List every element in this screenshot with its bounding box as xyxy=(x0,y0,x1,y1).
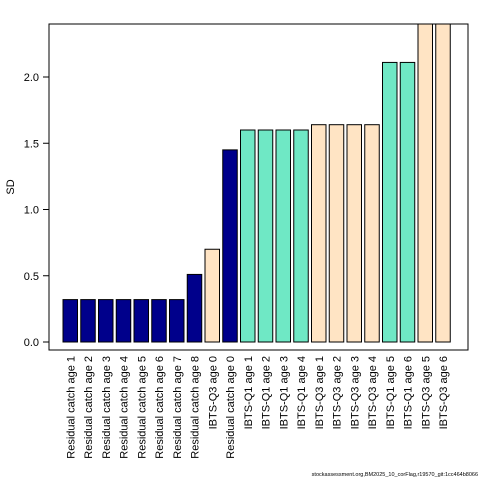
x-tick-label: IBTS-Q1 age 5 xyxy=(385,356,397,429)
bar xyxy=(275,129,291,343)
y-tick-label: 1.0 xyxy=(24,205,39,217)
x-tick-label: Residual catch age 4 xyxy=(119,356,131,459)
x-tick-label: Residual catch age 3 xyxy=(101,356,113,459)
bar xyxy=(435,23,451,343)
bar xyxy=(240,129,256,343)
x-tick-label: Residual catch age 2 xyxy=(83,356,95,459)
x-tick-label: Residual catch age 5 xyxy=(136,356,148,459)
bar xyxy=(151,299,167,343)
bar xyxy=(115,299,132,343)
x-tick-label: IBTS-Q3 age 0 xyxy=(207,356,219,429)
bar xyxy=(399,61,416,343)
x-tick-label: IBTS-Q1 age 1 xyxy=(243,356,255,429)
x-tick-label: Residual catch age 1 xyxy=(65,356,77,459)
x-tick-label: IBTS-Q3 age 5 xyxy=(420,356,432,429)
bar xyxy=(311,124,327,343)
bars xyxy=(62,23,451,343)
bar xyxy=(204,248,220,343)
x-tick-label: Residual catch age 0 xyxy=(225,356,237,459)
x-tick-label: IBTS-Q1 age 6 xyxy=(403,356,415,429)
bar xyxy=(417,23,433,343)
bar xyxy=(346,124,362,343)
y-tick-label: 1.5 xyxy=(24,138,39,150)
y-tick-label: 2.0 xyxy=(24,72,39,84)
x-tick-label: IBTS-Q1 age 3 xyxy=(278,356,290,429)
x-tick-label: Residual catch age 6 xyxy=(154,356,166,459)
x-tick-label: IBTS-Q3 age 3 xyxy=(349,356,361,429)
bar xyxy=(293,129,309,343)
x-tick-label: IBTS-Q1 age 2 xyxy=(261,356,273,429)
y-axis: 0.0 0.5 1.0 1.5 2.0 xyxy=(24,72,50,349)
bar xyxy=(169,299,185,343)
bar xyxy=(364,124,380,343)
footer-credit: stockassessment.org,BM2025_10_corFlag,r1… xyxy=(312,472,478,478)
bar xyxy=(62,299,78,343)
x-tick-label: IBTS-Q3 age 1 xyxy=(314,356,326,429)
bar xyxy=(328,124,345,343)
bar xyxy=(133,299,149,343)
bar xyxy=(382,61,398,343)
y-axis-label: SD xyxy=(5,179,17,194)
x-tick-label: IBTS-Q3 age 6 xyxy=(438,356,450,429)
bar xyxy=(98,299,114,343)
x-tick-label: Residual catch age 8 xyxy=(190,356,202,459)
bar xyxy=(222,149,238,343)
x-tick-label: IBTS-Q3 age 2 xyxy=(332,356,344,429)
bar xyxy=(257,129,274,343)
x-tick-label: Residual catch age 7 xyxy=(172,356,184,459)
x-tick-label: IBTS-Q3 age 4 xyxy=(367,356,379,429)
x-tick-label: IBTS-Q1 age 4 xyxy=(296,356,308,429)
bar xyxy=(80,299,96,343)
x-tick-labels: Residual catch age 1 Residual catch age 2… xyxy=(65,356,450,459)
y-tick-label: 0.0 xyxy=(24,337,39,349)
bar xyxy=(186,273,203,343)
y-tick-label: 0.5 xyxy=(24,271,39,283)
